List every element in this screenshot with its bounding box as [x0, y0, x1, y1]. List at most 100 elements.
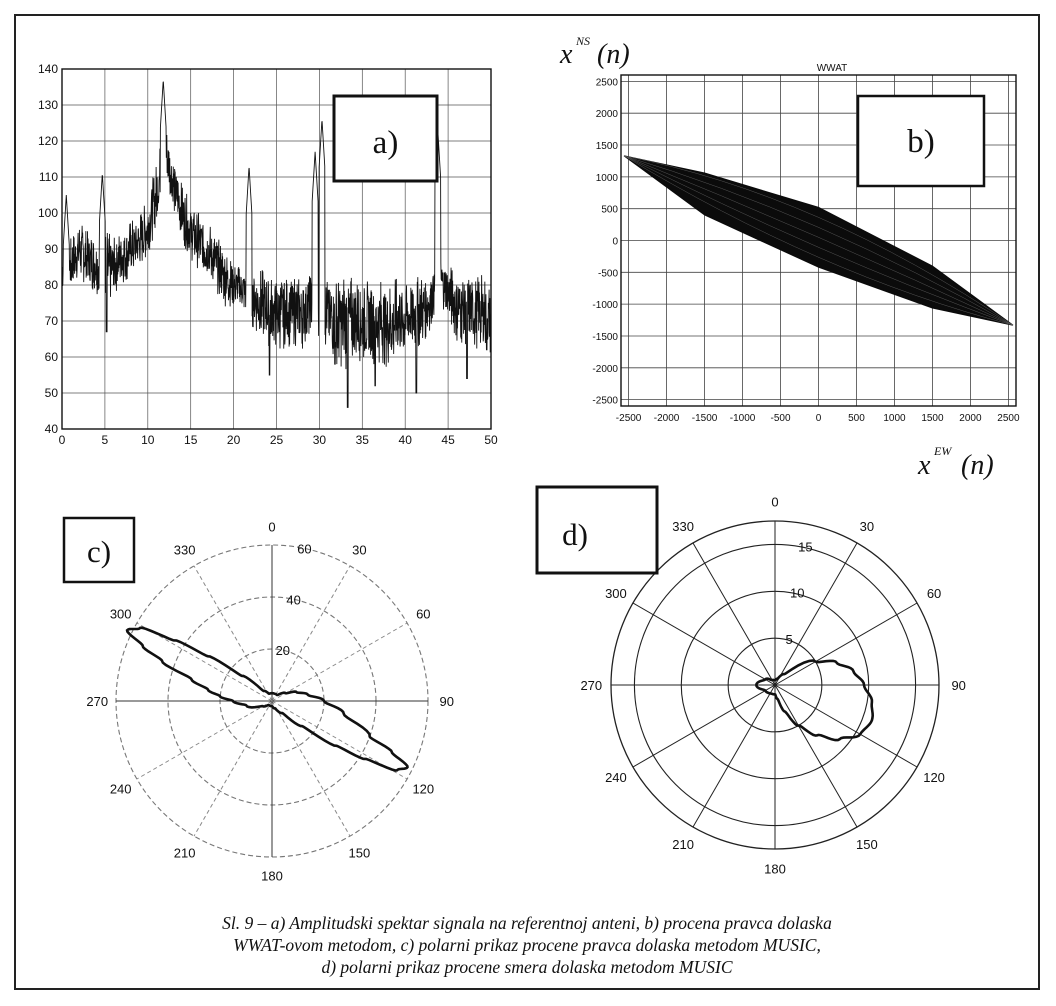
chart-b-panel-label: b)	[907, 124, 935, 160]
chart-c-angle-label: 60	[416, 607, 430, 622]
chart-c-radius-label: 60	[297, 541, 311, 556]
chart-b-xtick-label: 1000	[883, 413, 906, 424]
chart-a-plot-border	[61, 68, 492, 430]
chart-a-ytick-label: 70	[45, 314, 59, 328]
chart-b-xlabel-base: x	[917, 450, 931, 481]
chart-d-spoke	[774, 542, 858, 686]
chart-c-label-box	[62, 516, 136, 584]
chart-c-angle-label: 300	[110, 607, 132, 622]
figure-caption: Sl. 9 – a) Amplitudski spektar signala n…	[14, 912, 1040, 978]
chart-a-ytick-label: 90	[45, 242, 59, 256]
chart-c-angle-label: 180	[261, 869, 283, 884]
chart-d-angle-label: 330	[672, 519, 694, 534]
chart-c-angle-label: 120	[412, 781, 434, 796]
chart-b-xtick-label: -2500	[616, 413, 642, 424]
chart-b-label-box	[856, 94, 986, 188]
chart-b-xlabel-arg: (n)	[961, 450, 994, 481]
chart-a-xtick-label: 30	[313, 433, 327, 447]
chart-c-spoke	[271, 565, 351, 702]
chart-a-spectrum-line	[61, 81, 492, 408]
chart-a-xtick-label: 20	[227, 433, 241, 447]
chart-d-panel-label: d)	[562, 517, 588, 552]
chart-b-xtick-label: -2000	[654, 413, 680, 424]
chart-d-spoke	[632, 684, 776, 768]
chart-b-ytick-label: -1500	[592, 332, 618, 343]
chart-b-ytick-label: -500	[598, 268, 618, 279]
chart-a-xtick-label: 25	[270, 433, 284, 447]
chart-a-xtick-label: 10	[141, 433, 155, 447]
chart-d-spoke	[774, 684, 858, 828]
chart-c-angle-label: 330	[174, 543, 196, 558]
chart-b-xtick-label: -500	[771, 413, 791, 424]
chart-d-angle-label: 150	[856, 837, 878, 852]
chart-b-ytick-label: 0	[612, 237, 618, 248]
chart-a: 0 5 10 15 20 25 30 35 40 45 50 40 50 60 70 80 90 100 110 12…	[38, 62, 498, 447]
chart-c-spoke	[193, 700, 273, 837]
chart-b-ytick-label: 2500	[596, 77, 619, 88]
chart-b-ytick-label: -1000	[592, 300, 618, 311]
chart-b-ylabel-base: x	[559, 39, 573, 70]
chart-b-ellipse-hatching	[623, 155, 1014, 326]
chart-b-ellipse	[623, 155, 1014, 326]
chart-c-spoke	[271, 700, 351, 837]
chart-d-radius-label: 5	[786, 632, 793, 647]
chart-b-tick-labels: -2500 -2000 -1500 -1000 -500 0 500 1000 1500 2000…	[592, 77, 1020, 424]
chart-c-polar-grid	[115, 544, 429, 858]
chart-a-xtick-label: 50	[484, 433, 498, 447]
chart-a-ytick-label: 40	[45, 422, 59, 436]
chart-a-tick-labels: 0 5 10 15 20 25 30 35 40 45 50 40 50 60 70 80 90 100 110 12…	[38, 62, 498, 447]
chart-d-spoke	[692, 684, 776, 828]
chart-b-xtick-label: 2000	[959, 413, 982, 424]
chart-c-labels: 0 30 60 90 120 150 180 210 240 270 300 330 20 40 60	[86, 519, 454, 883]
chart-b-xtick-label: 1500	[921, 413, 944, 424]
chart-c-angle-label: 270	[86, 694, 108, 709]
chart-d: 0 30 60 90 120 150 180 210 240 270 300 330 5 10 15 d)	[535, 485, 966, 877]
chart-b-ytick-label: -2500	[592, 396, 618, 407]
caption-line-3: d) polarni prikaz procene smera dolaska …	[321, 957, 733, 977]
chart-a-ytick-label: 50	[45, 386, 59, 400]
chart-d-radius-label: 10	[790, 586, 804, 601]
chart-a-ytick-label: 60	[45, 350, 59, 364]
chart-b-xtick-label: 2500	[997, 413, 1020, 424]
chart-c-spoke	[193, 565, 273, 702]
chart-c: 0 30 60 90 120 150 180 210 240 270 300 330 20 40 60 c)	[62, 516, 454, 884]
chart-a-ytick-label: 110	[39, 170, 58, 184]
chart-c-panel-label: c)	[87, 534, 111, 569]
chart-a-xtick-label: 0	[59, 433, 66, 447]
chart-d-angle-label: 60	[927, 586, 941, 601]
chart-a-xtick-label: 15	[184, 433, 198, 447]
chart-b-xlabel-sup: EW	[933, 444, 952, 458]
chart-b: -2500 -2000 -1500 -1000 -500 0 500 1000 1500 2000…	[559, 34, 1020, 481]
chart-b-ylabel-sup: NS	[575, 34, 590, 48]
chart-b-plot-border	[620, 74, 1017, 407]
chart-a-xtick-label: 45	[441, 433, 455, 447]
chart-c-spoke	[136, 700, 273, 780]
chart-b-ytick-label: 1500	[596, 141, 619, 152]
caption-line-1: Sl. 9 – a) Amplitudski spektar signala n…	[222, 913, 832, 933]
chart-d-polar-grid	[610, 520, 940, 850]
chart-a-panel-label: a)	[373, 125, 399, 161]
chart-d-label-box	[535, 485, 659, 575]
chart-c-spoke	[271, 622, 408, 702]
chart-a-xtick-label: 40	[399, 433, 413, 447]
chart-c-angle-label: 90	[439, 694, 453, 709]
chart-b-ytick-label: 500	[601, 205, 618, 216]
chart-a-ytick-label: 140	[38, 62, 58, 76]
chart-d-angle-label: 300	[605, 586, 627, 601]
chart-b-ylabel-arg: (n)	[597, 39, 630, 70]
chart-b-xtick-label: 500	[848, 413, 865, 424]
chart-b-xtick-label: 0	[816, 413, 822, 424]
chart-d-spoke	[692, 542, 776, 686]
caption-line-2: WWAT-ovom metodom, c) polarni prikaz pro…	[233, 935, 821, 955]
chart-c-angle-label: 150	[349, 845, 371, 860]
chart-a-xtick-label: 5	[102, 433, 109, 447]
chart-d-spoke	[774, 602, 918, 686]
chart-d-angle-label: 0	[771, 494, 778, 509]
chart-d-angle-label: 30	[860, 519, 874, 534]
chart-c-angle-label: 30	[352, 543, 366, 558]
chart-a-ytick-label: 120	[38, 134, 58, 148]
chart-b-xtick-label: -1000	[730, 413, 756, 424]
chart-d-radius-label: 15	[798, 540, 812, 555]
chart-a-ytick-label: 100	[38, 206, 58, 220]
